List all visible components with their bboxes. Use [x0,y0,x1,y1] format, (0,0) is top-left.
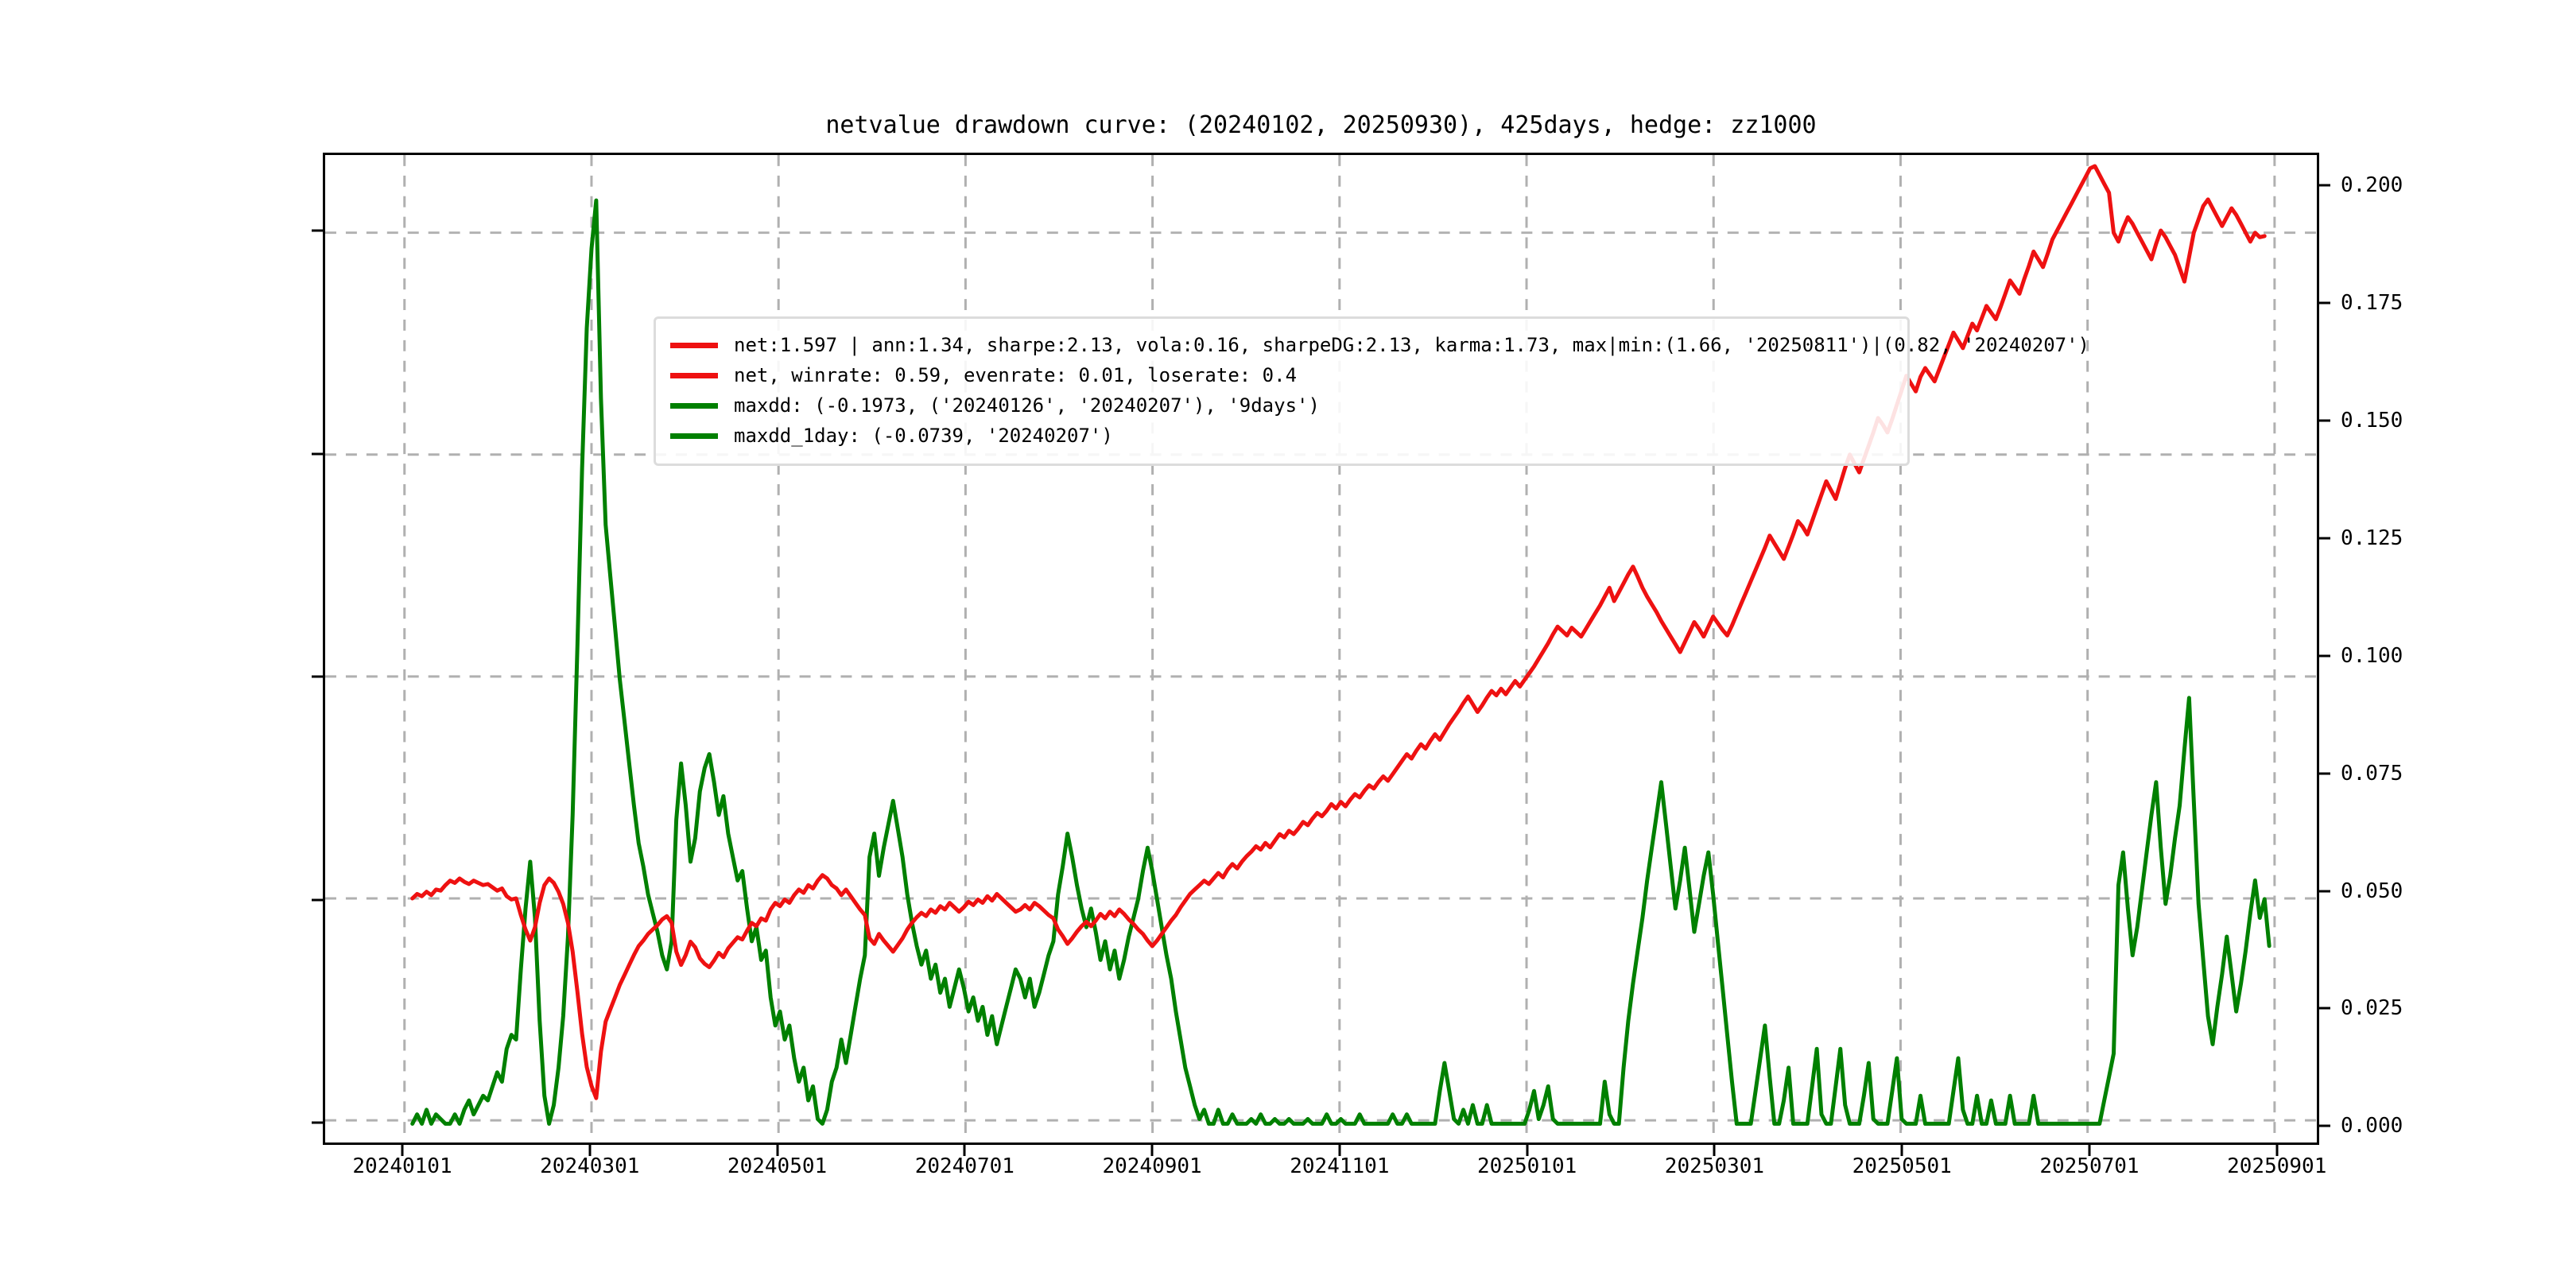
legend-item: maxdd: (-0.1973, ('20240126', '20240207'… [670,390,1893,421]
x-axis-tick-mark [1713,1145,1716,1156]
legend-item: maxdd_1day: (-0.0739, '20240207') [670,421,1893,451]
plot-area: net:1.597 | ann:1.34, sharpe:2.13, vola:… [323,153,2319,1145]
y-axis-right-tick-mark [2319,1007,2330,1010]
x-axis-tick-label: 20250301 [1664,1154,1765,1178]
y-axis-right-tick-mark [2319,184,2330,187]
y-axis-right-tick-mark [2319,1124,2330,1127]
page-title: netvalue drawdown curve: (20240102, 2025… [825,111,1817,139]
x-axis-tick-label: 20241101 [1290,1154,1390,1178]
legend-label-net-rates: net, winrate: 0.59, evenrate: 0.01, lose… [734,364,1298,386]
x-axis-tick-label: 20240101 [352,1154,452,1178]
plot-canvas [325,155,2317,1143]
x-axis-tick-label: 20250101 [1477,1154,1577,1178]
y-axis-right-tick-label: 0.200 [2341,173,2403,198]
x-axis-tick-label: 20250901 [2227,1154,2327,1178]
legend-color-swatch-maxdd [670,402,718,409]
x-axis-tick-mark [2088,1145,2091,1156]
y-axis-right-tick-label: 0.025 [2341,996,2403,1021]
y-axis-right-tick-mark [2319,654,2330,658]
legend-label-maxdd: maxdd: (-0.1973, ('20240126', '20240207'… [734,394,1320,417]
x-axis-tick-label: 20240901 [1102,1154,1202,1178]
y-axis-right-tick-label: 0.000 [2341,1114,2403,1139]
y-axis-left-tick-mark [312,229,323,232]
x-axis-tick-mark [1526,1145,1529,1156]
x-axis-tick-mark [1338,1145,1341,1156]
y-axis-right-tick-label: 0.150 [2341,409,2403,433]
x-axis-tick-label: 20240301 [540,1154,640,1178]
y-axis-right-tick-mark [2319,537,2330,540]
legend-item: net, winrate: 0.59, evenrate: 0.01, lose… [670,360,1893,390]
x-axis-tick-mark [1900,1145,1903,1156]
x-axis-tick-mark [588,1145,592,1156]
x-axis-tick-mark [963,1145,966,1156]
y-axis-left-tick-mark [312,675,323,678]
y-axis-right-tick-mark [2319,772,2330,775]
x-axis-tick-mark [401,1145,404,1156]
y-axis-left-tick-mark [312,898,323,901]
y-axis-right-tick-label: 0.075 [2341,761,2403,786]
x-axis-tick-label: 20250701 [2039,1154,2140,1178]
legend: net:1.597 | ann:1.34, sharpe:2.13, vola:… [654,316,2089,466]
maxdd-line [410,198,2271,1126]
x-axis-tick-mark [2275,1145,2279,1156]
x-axis-tick-label: 20240701 [914,1154,1014,1178]
legend-item: net:1.597 | ann:1.34, sharpe:2.13, vola:… [670,330,2089,360]
net-line [410,164,2267,1100]
y-axis-left-tick-mark [312,452,323,456]
y-axis-right-tick-label: 0.125 [2341,526,2403,550]
y-axis-right-tick-mark [2319,419,2330,422]
x-axis-tick-label: 20240501 [727,1154,828,1178]
y-axis-right-tick-label: 0.175 [2341,291,2403,316]
y-axis-right-tick-label: 0.100 [2341,643,2403,668]
x-axis-tick-mark [1150,1145,1154,1156]
x-axis-tick-label: 20250501 [1852,1154,1952,1178]
y-axis-right-tick-label: 0.050 [2341,879,2403,903]
legend-color-swatch-net-rates [670,372,718,378]
y-axis-right-tick-mark [2319,301,2330,305]
legend-label-net: net:1.597 | ann:1.34, sharpe:2.13, vola:… [734,334,2090,356]
legend-color-swatch-net [670,342,718,348]
x-axis-tick-mark [776,1145,779,1156]
y-axis-left-tick-mark [312,1121,323,1124]
legend-color-swatch-maxdd-1day [670,433,718,439]
legend-label-maxdd-1day: maxdd_1day: (-0.0739, '20240207') [734,425,1113,447]
y-axis-right-tick-mark [2319,890,2330,893]
vertical-gridlines [403,155,2276,1143]
